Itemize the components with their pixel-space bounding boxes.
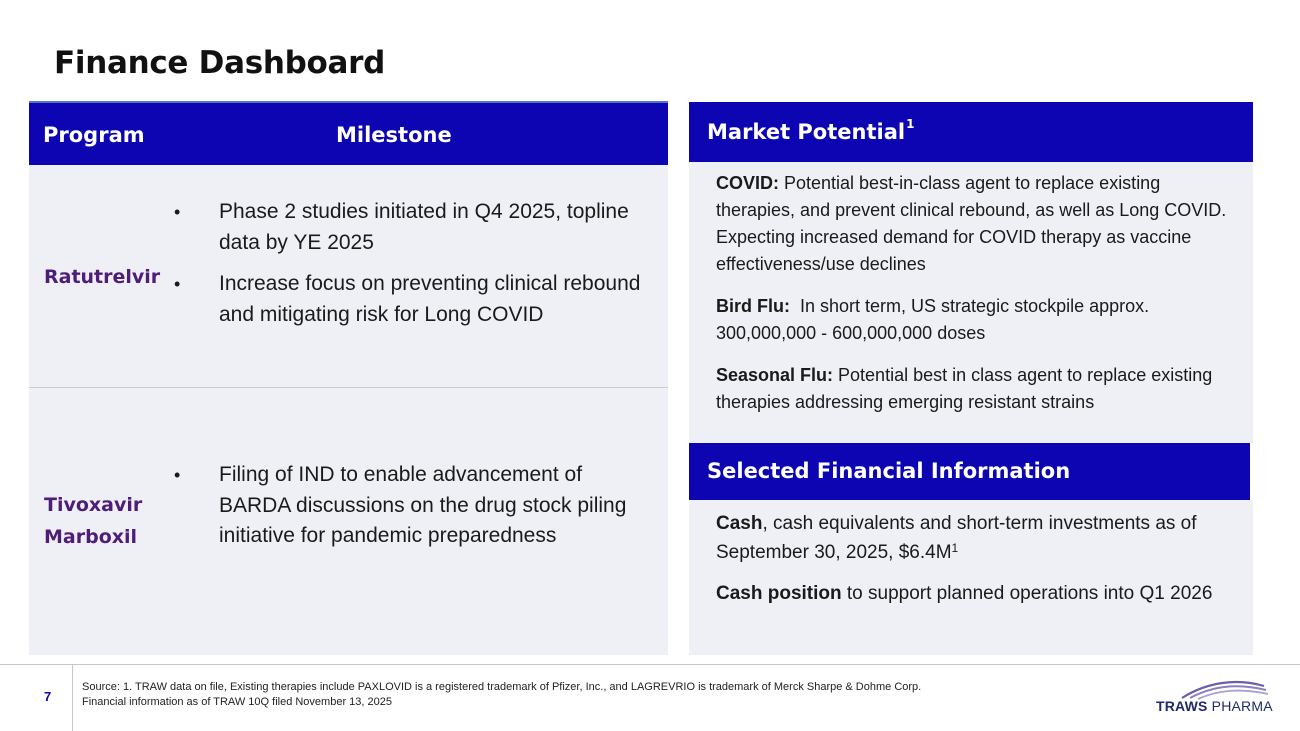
market-item-text: Potential best in class agent to replace… [716,365,1213,412]
table-row-tivoxavir-marboxil: Tivoxavir Marboxil • Filing of IND to en… [29,388,668,655]
page-title: Finance Dashboard [54,45,386,81]
footnote-marker: 1 [951,541,959,555]
milestone-item: • Filing of IND to enable advancement of… [174,460,654,552]
logo-swoosh-icon [1181,680,1269,700]
source-line: Source: 1. TRAW data on file, Existing t… [82,681,922,693]
financial-item-text: to support planned operations into Q1 20… [841,583,1213,604]
financial-item-text: , cash equivalents and short-term invest… [716,513,1197,563]
milestone-text: Phase 2 studies initiated in Q4 2025, to… [219,200,629,254]
milestone-item: • Increase focus on preventing clinical … [174,269,654,330]
financial-item-cash: Cash, cash equivalents and short-term in… [716,509,1243,567]
financial-item-label: Cash position [716,583,842,604]
milestone-list: • Phase 2 studies initiated in Q4 2025, … [174,197,654,341]
milestone-text: Increase focus on preventing clinical re… [219,272,641,326]
market-item-covid: COVID: Potential best-in-class agent to … [716,170,1239,278]
footer-vertical-divider [72,665,73,731]
market-item-label: COVID: [716,173,779,193]
program-name: Tivoxavir Marboxil [44,489,142,553]
program-milestone-table: Program Milestone Ratutrelvir • Phase 2 … [29,101,668,655]
program-name: Ratutrelvir [44,261,160,293]
bullet-icon: • [174,465,181,485]
table-row-ratutrelvir: Ratutrelvir • Phase 2 studies initiated … [29,165,668,387]
logo-word: TRAWS [1156,698,1208,714]
header-milestone: Milestone [336,123,452,147]
market-item-text: In short term, US strategic stockpile ap… [716,296,1155,343]
milestone-text: Filing of IND to enable advancement of B… [219,463,627,547]
market-potential-title: Market Potential [707,120,906,144]
source-line: Financial information as of TRAW 10Q fil… [82,696,392,708]
market-item-seasonal-flu: Seasonal Flu: Potential best in class ag… [716,362,1239,416]
program-name-line: Marboxil [44,526,138,548]
market-item-label: Bird Flu: [716,296,790,316]
milestone-item: • Phase 2 studies initiated in Q4 2025, … [174,197,654,258]
milestone-list: • Filing of IND to enable advancement of… [174,460,654,563]
page-number: 7 [44,689,52,704]
logo-word: PHARMA [1211,698,1273,714]
financial-item-cash-position: Cash position to support planned operati… [716,579,1243,608]
market-item-label: Seasonal Flu: [716,365,834,385]
financial-info-header: Selected Financial Information [689,443,1250,500]
traws-pharma-logo: TRAWS PHARMA [1152,676,1273,718]
financial-item-label: Cash [716,513,763,534]
market-potential-body: COVID: Potential best-in-class agent to … [689,162,1253,443]
program-name-line: Tivoxavir [44,494,143,516]
row-divider [29,387,668,388]
source-note: Source: 1. TRAW data on file, Existing t… [82,680,1142,710]
table-header: Program Milestone [29,101,668,165]
bullet-icon: • [174,274,181,294]
market-item-bird-flu: Bird Flu: In short term, US strategic st… [716,293,1239,347]
logo-wordmark: TRAWS PHARMA [1156,698,1273,714]
footer-divider [0,664,1300,665]
market-item-text: Potential best-in-class agent to replace… [716,173,1227,274]
footnote-marker: 1 [906,117,915,131]
market-potential-header: Market Potential1 [689,102,1253,162]
header-program: Program [43,123,145,147]
financial-info-body: Cash, cash equivalents and short-term in… [689,500,1253,655]
bullet-icon: • [174,202,181,222]
program-name-line: Ratutrelvir [44,266,161,288]
